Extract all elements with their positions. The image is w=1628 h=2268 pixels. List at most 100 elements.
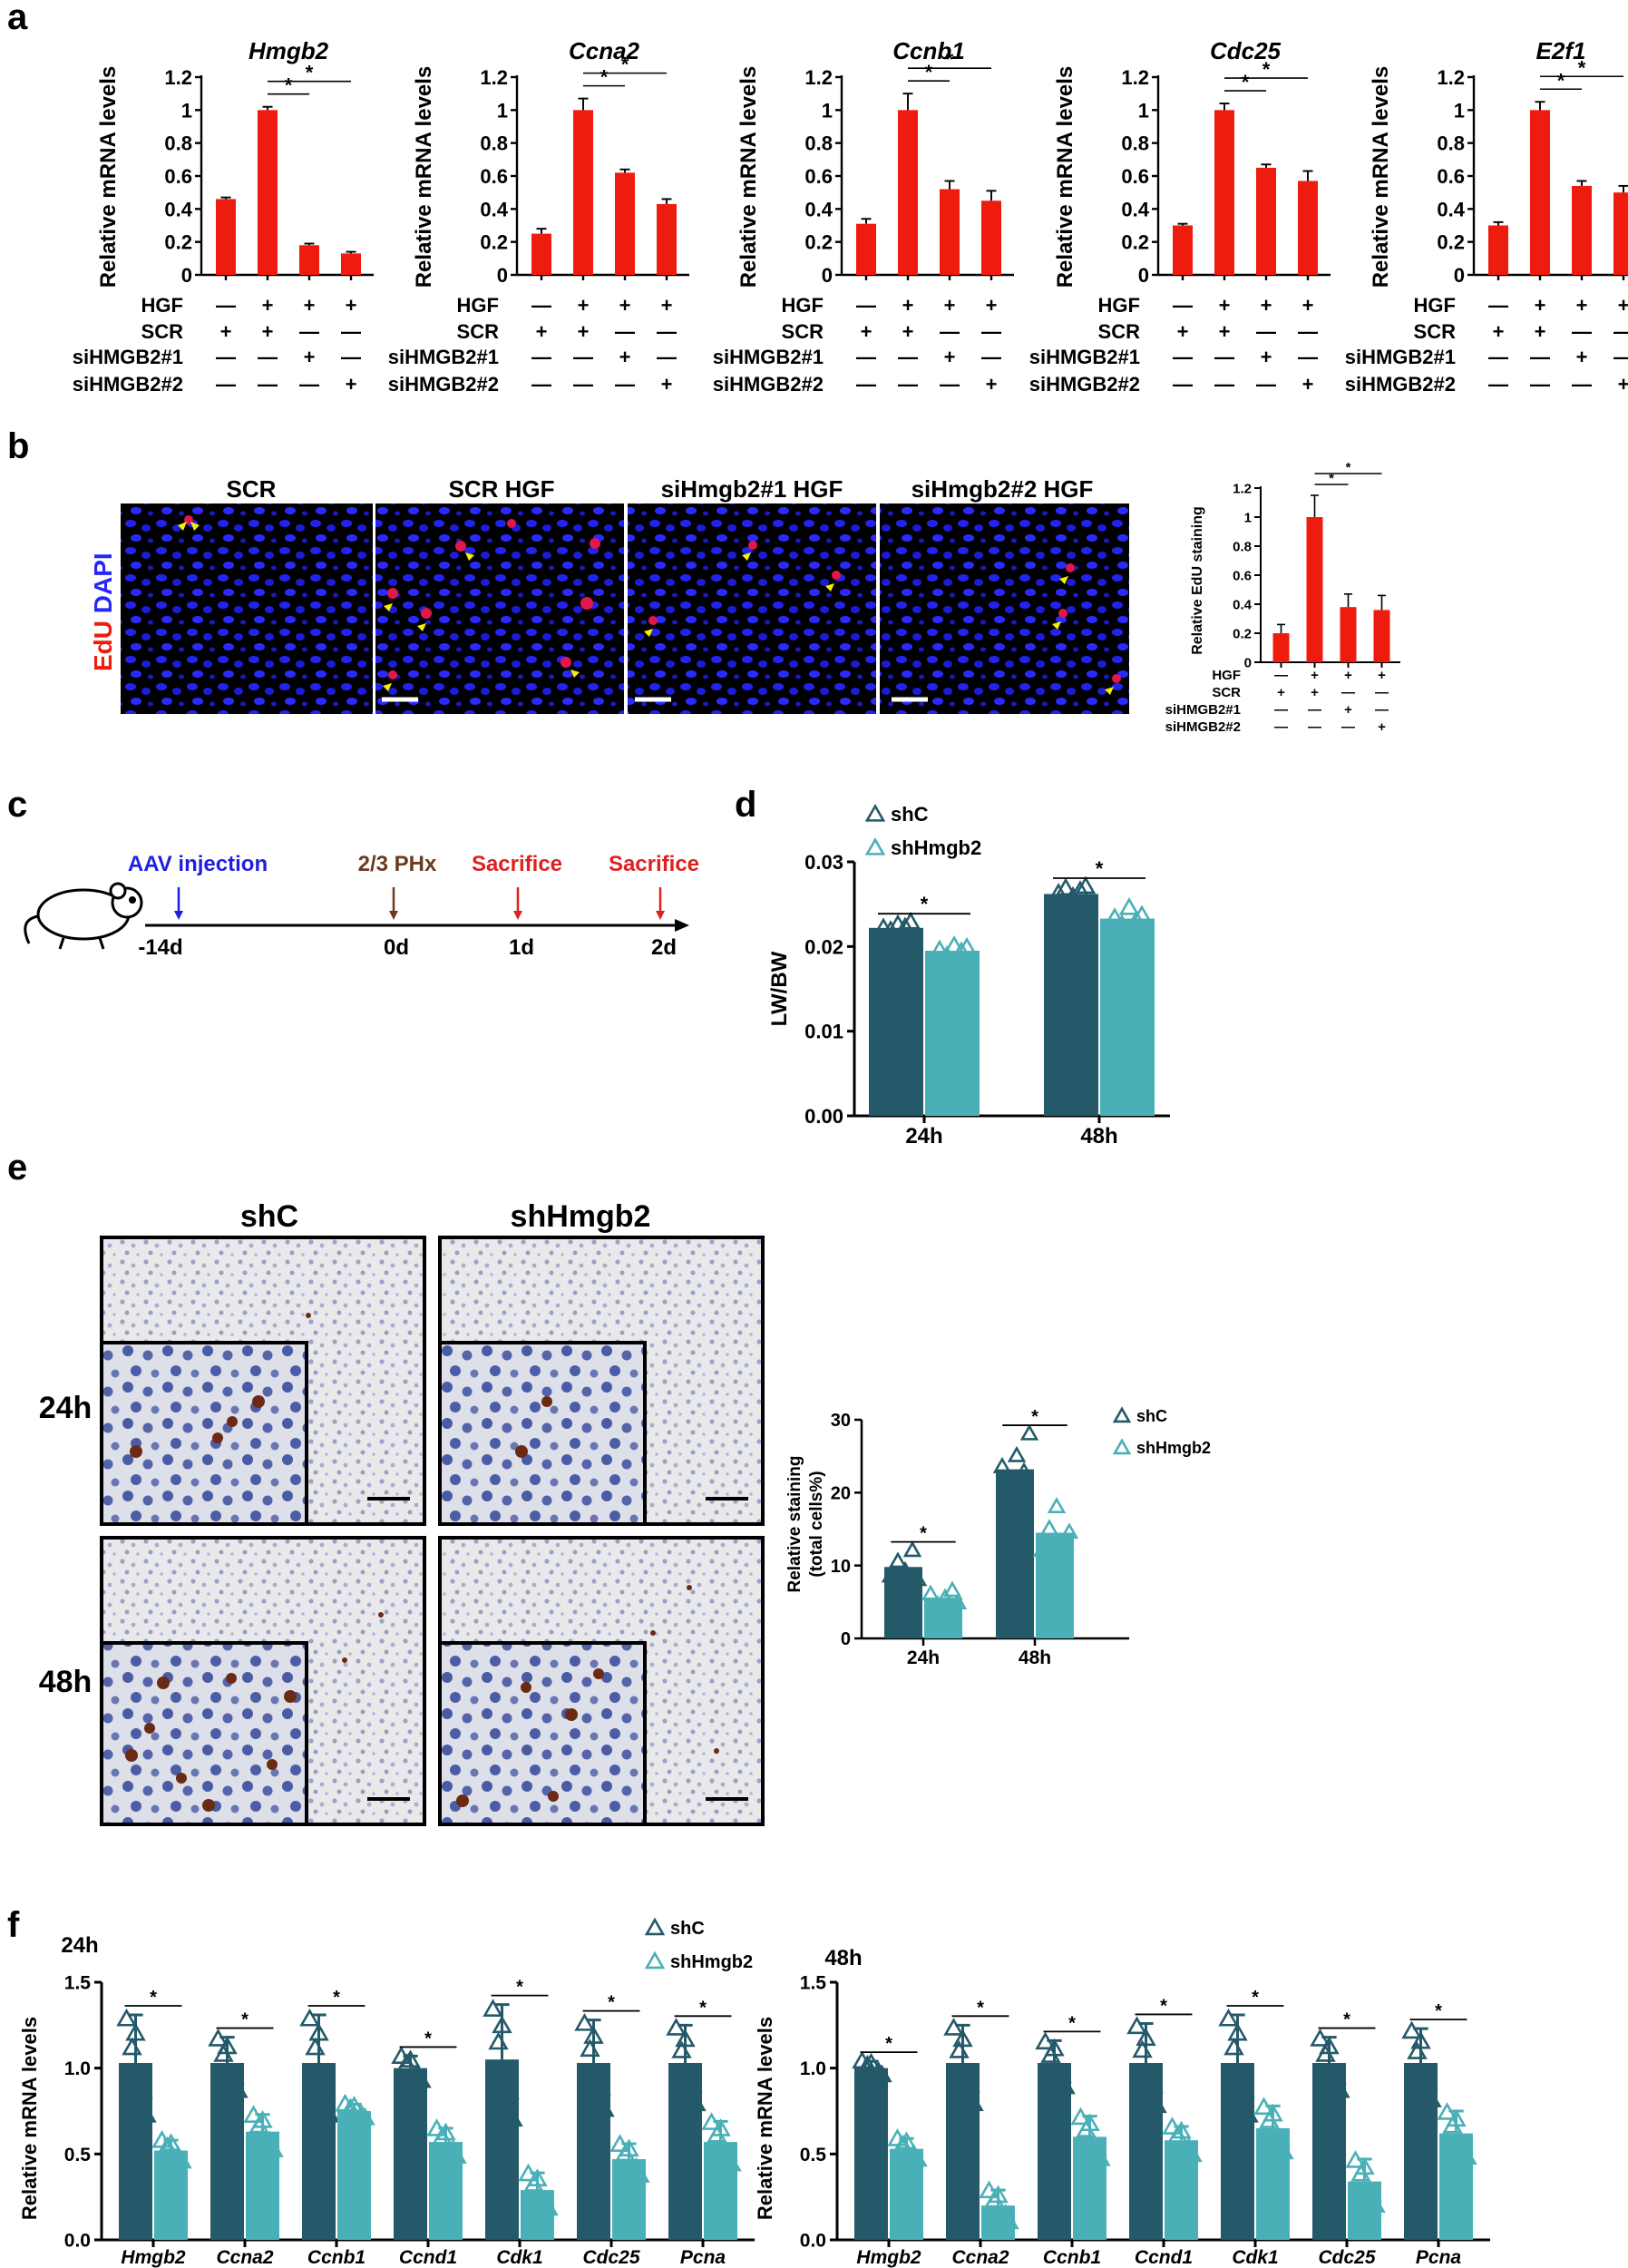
bar-shc <box>394 2068 427 2240</box>
sig-star: * <box>600 66 609 89</box>
y-tick-label: 1 <box>181 99 192 122</box>
condition-sign: — <box>1214 373 1234 396</box>
sig-star: * <box>977 1998 984 2018</box>
data-point <box>435 2122 456 2141</box>
y-tick-label: 1.5 <box>800 1973 827 1994</box>
bar-shhmgb2 <box>429 2142 463 2240</box>
y-tick-label: 0.6 <box>480 165 508 188</box>
data-point <box>391 2046 412 2065</box>
x-tick-label: Ccnb1 <box>1043 2247 1101 2268</box>
bar-shc <box>119 2062 152 2240</box>
bar <box>1214 110 1234 275</box>
condition-sign: — <box>657 346 677 368</box>
condition-sign: + <box>619 294 631 317</box>
col-title-shc: shC <box>240 1199 298 1234</box>
data-point <box>1273 2141 1294 2160</box>
condition-sign: — <box>216 346 236 368</box>
bar-shhmgb2 <box>981 2205 1015 2240</box>
condition-label: siHMGB2#2 <box>1345 373 1456 396</box>
bar <box>1530 110 1550 275</box>
condition-sign: — <box>341 320 361 343</box>
data-point <box>161 2133 181 2152</box>
bar-shc <box>1312 2062 1346 2240</box>
sig-star: * <box>306 62 314 84</box>
data-point <box>999 1474 1019 1491</box>
panel-label-a: a <box>7 0 28 37</box>
sig-star: * <box>1252 1988 1259 2008</box>
condition-label: SCR <box>782 320 824 343</box>
chart-f-legend: shC shHmgb2 <box>644 1917 753 1972</box>
condition-sign: — <box>531 346 551 368</box>
condition-sign: — <box>940 320 960 343</box>
data-point <box>960 2074 980 2093</box>
event-phx: 2/3 PHx <box>358 852 437 876</box>
y-tick-label: 0.6 <box>1233 568 1252 583</box>
bar <box>341 253 361 275</box>
condition-sign: + <box>346 373 357 396</box>
chart-e-staining: 0 10 20 30 24h * 48h * Relative staining (total c… <box>785 1406 1211 1668</box>
y-axis-label: (total cells%) <box>807 1471 826 1577</box>
data-point <box>1044 2038 1065 2057</box>
data-point <box>580 2038 600 2058</box>
sig-star: * <box>1242 71 1250 93</box>
y-tick-label: 20 <box>831 1484 851 1504</box>
data-point <box>1223 2037 1244 2056</box>
condition-sign: — <box>1256 320 1276 343</box>
condition-sign: + <box>304 294 316 317</box>
ihc-scale-bars <box>367 1497 748 1801</box>
image-title-1: SCR <box>227 475 277 503</box>
x-tick-label: Cdk1 <box>496 2247 542 2268</box>
bar-shc <box>854 2068 888 2240</box>
edu-images: SCR SCR HGF siHmgb2#1 HGF siHmgb2#2 HGF <box>89 475 1129 714</box>
condition-sign: — <box>981 320 1001 343</box>
condition-sign: + <box>1378 719 1386 735</box>
data-point <box>263 2139 284 2157</box>
condition-label: SCR <box>457 320 500 343</box>
data-point <box>171 2150 192 2169</box>
data-point <box>1365 2195 1386 2213</box>
condition-sign: — <box>981 346 1001 368</box>
x-tick-label: Pcna <box>680 2247 726 2268</box>
condition-sign: — <box>1274 702 1288 718</box>
image-title-3: siHmgb2#1 HGF <box>661 475 843 503</box>
mouse-icon <box>24 882 143 950</box>
condition-sign: + <box>578 320 590 343</box>
image-title-4: siHmgb2#2 HGF <box>911 475 1094 503</box>
condition-sign: — <box>898 373 918 396</box>
chart-title: Hmgb2 <box>249 37 329 64</box>
x-tick-label: Cdc25 <box>1318 2247 1375 2268</box>
condition-label: HGF <box>141 294 183 317</box>
y-axis-label: Relative mRNA levels <box>18 2017 41 2220</box>
data-point <box>1330 2079 1350 2098</box>
sig-star: * <box>925 61 933 83</box>
condition-label: siHMGB2#2 <box>1029 373 1140 396</box>
chart-a-hmgb2: Hmgb2 0 0.2 0.4 0.6 0.8 1 1.2 * * Relative mRNA le… <box>73 37 374 396</box>
bar-shhmgb2 <box>890 2148 923 2240</box>
condition-sign: — <box>657 320 677 343</box>
stain-label: EdU DAPI <box>89 552 117 671</box>
ihc-shc-48h-inset <box>100 1641 308 1826</box>
condition-label: HGF <box>457 294 499 317</box>
data-point <box>1238 2104 1259 2123</box>
panel-label-e: e <box>7 1148 27 1188</box>
bar-shhmgb2 <box>246 2131 279 2240</box>
legend-marker <box>1112 1406 1132 1423</box>
y-tick-label: 0.8 <box>1233 539 1252 554</box>
data-point <box>1131 904 1153 924</box>
condition-label: HGF <box>1212 668 1241 683</box>
condition-sign: + <box>1311 685 1319 700</box>
condition-label: SCR <box>1414 320 1457 343</box>
y-tick-label: 0 <box>181 264 192 287</box>
legend-label-shc: shC <box>891 803 929 826</box>
data-point <box>502 2108 523 2127</box>
bar <box>1572 185 1592 275</box>
ihc-positive-nuclei <box>125 1313 719 1812</box>
condition-sign: + <box>1311 668 1319 683</box>
condition-sign: — <box>531 294 551 317</box>
y-tick-label: 0.6 <box>804 165 833 188</box>
condition-sign: + <box>986 294 998 317</box>
bar <box>1256 167 1276 275</box>
condition-sign: + <box>1261 294 1272 317</box>
sig-star: * <box>1329 471 1334 486</box>
ihc-shhmgb2-48h-inset <box>438 1641 647 1826</box>
